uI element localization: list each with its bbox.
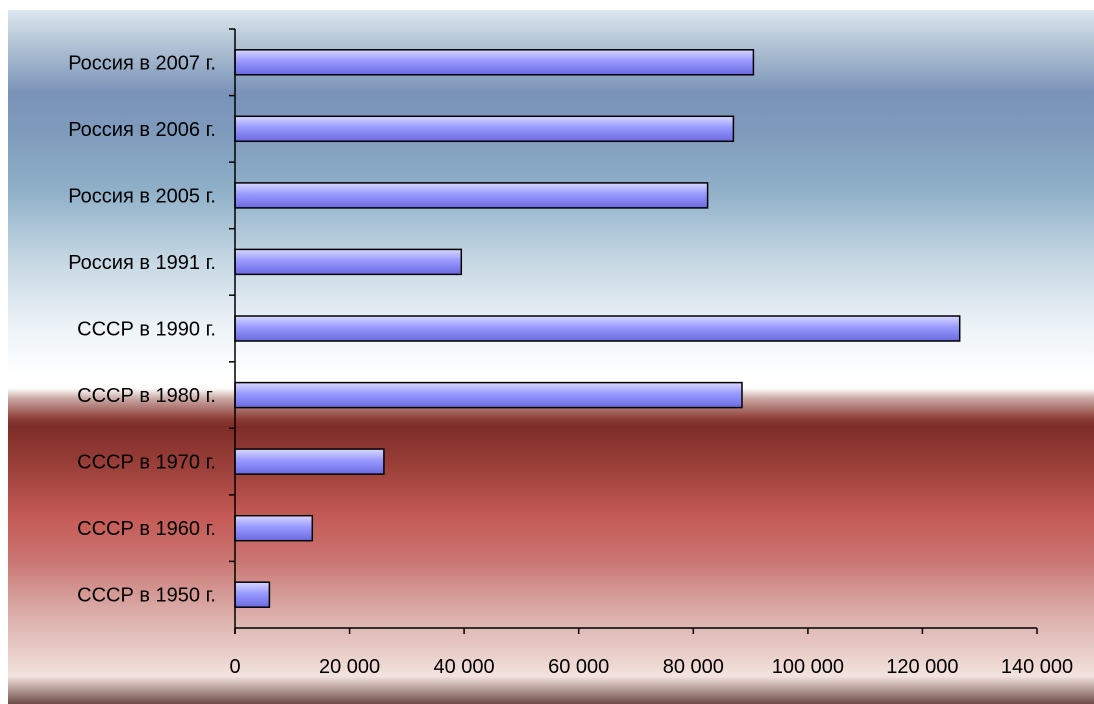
x-tick-label: 140 000 xyxy=(1001,656,1073,678)
x-tick-label: 0 xyxy=(229,656,240,678)
x-tick-label: 100 000 xyxy=(772,656,844,678)
category-label: СССР в 1980 г. xyxy=(77,385,216,407)
x-axis-ticks: 0 20 000 40 000 60 000 80 000 100 000 120 000 1… xyxy=(229,628,1073,678)
bar-4 xyxy=(234,248,463,276)
category-label: Россия в 2006 г. xyxy=(68,119,216,141)
bar-9 xyxy=(234,581,271,608)
bar-6 xyxy=(234,381,743,409)
x-tick-label: 60 000 xyxy=(548,656,609,678)
category-label: Россия в 2005 г. xyxy=(68,185,216,207)
bar-7 xyxy=(234,448,385,475)
bar-1 xyxy=(234,49,755,76)
x-tick-label: 20 000 xyxy=(319,656,380,678)
bar-5 xyxy=(234,315,961,342)
category-label: СССР в 1950 г. xyxy=(77,585,216,607)
category-label: СССР в 1990 г. xyxy=(77,319,216,341)
bar-8 xyxy=(234,514,314,542)
bar-3 xyxy=(234,182,709,209)
x-tick-label: 120 000 xyxy=(886,656,958,678)
axes xyxy=(229,28,1037,634)
x-tick-label: 80 000 xyxy=(663,656,724,678)
category-label: СССР в 1970 г. xyxy=(77,452,216,474)
category-labels: Россия в 2007 г. Россия в 2006 г. Россия в… xyxy=(68,52,216,606)
x-tick-label: 40 000 xyxy=(434,656,495,678)
category-label: Россия в 1991 г. xyxy=(68,252,216,274)
bars-layer xyxy=(234,49,961,608)
bar-2 xyxy=(234,115,735,143)
category-label: СССР в 1960 г. xyxy=(77,518,216,540)
category-label: Россия в 2007 г. xyxy=(68,52,216,74)
